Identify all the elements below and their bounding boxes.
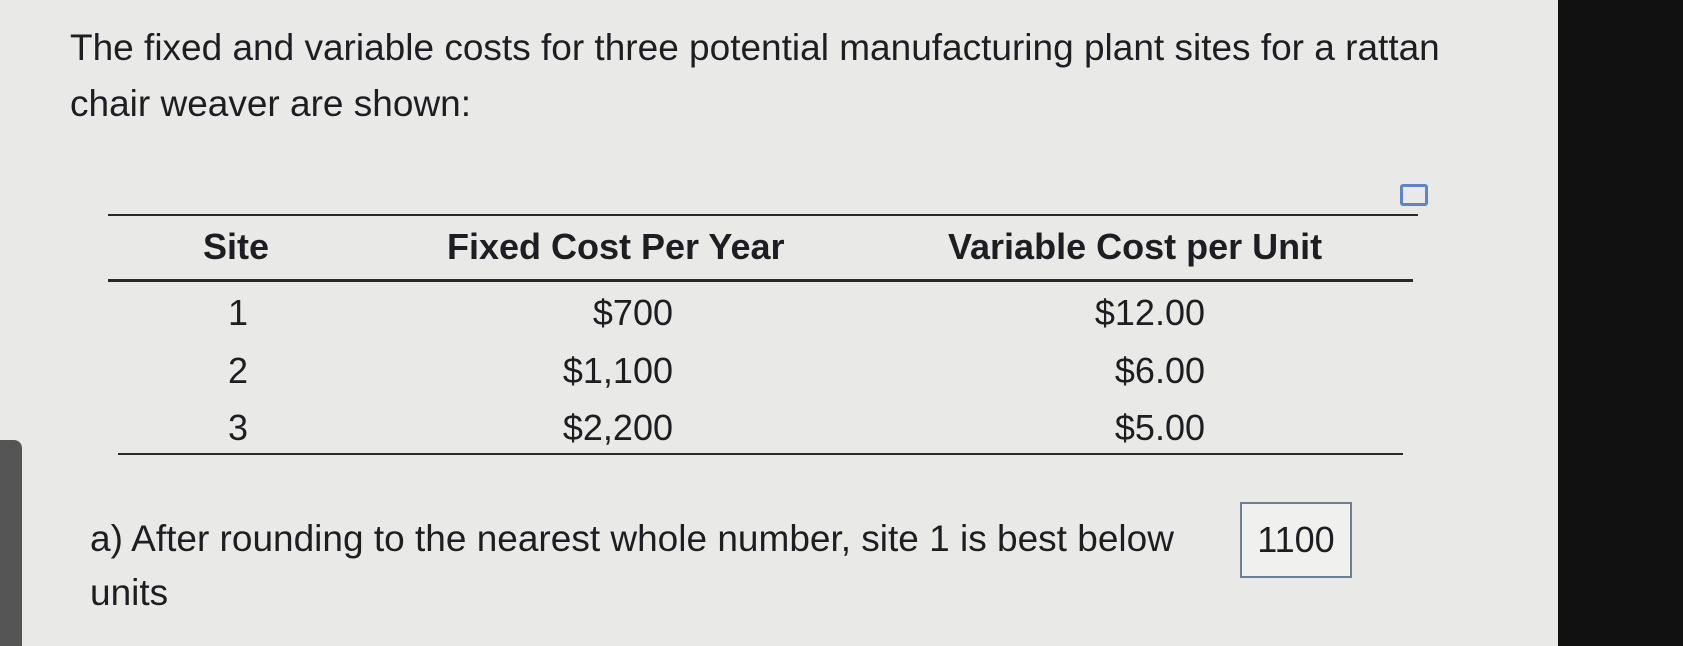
table-bottom-rule (118, 453, 1403, 455)
table-cell: 3 (227, 407, 248, 448)
table-top-rule (108, 214, 1418, 216)
table-header-rule (108, 279, 1413, 282)
table-cell: $700 (592, 292, 673, 333)
table-cell: 2 (227, 350, 248, 391)
screen-bezel (1558, 0, 1683, 646)
table-cell: $6.00 (1114, 350, 1205, 391)
answer-input[interactable]: 1100 (1240, 502, 1352, 578)
table-header: Site (203, 226, 270, 267)
table-cell: 1 (227, 292, 248, 333)
table-cell: $5.00 (1114, 407, 1205, 448)
table-cell: $2,200 (562, 407, 673, 448)
table-header: Fixed Cost Per Year (447, 226, 785, 267)
question-suffix: units (90, 572, 169, 613)
expand-icon[interactable] (1400, 184, 1428, 206)
question-text: a) After rounding to the nearest whole n… (90, 518, 1174, 559)
table-cell: $12.00 (1094, 292, 1205, 333)
scrollbar (0, 440, 22, 646)
intro-text: The fixed and variable costs for three p… (70, 27, 1440, 124)
table-header: Variable Cost per Unit (948, 226, 1323, 267)
table-cell: $1,100 (562, 350, 673, 391)
